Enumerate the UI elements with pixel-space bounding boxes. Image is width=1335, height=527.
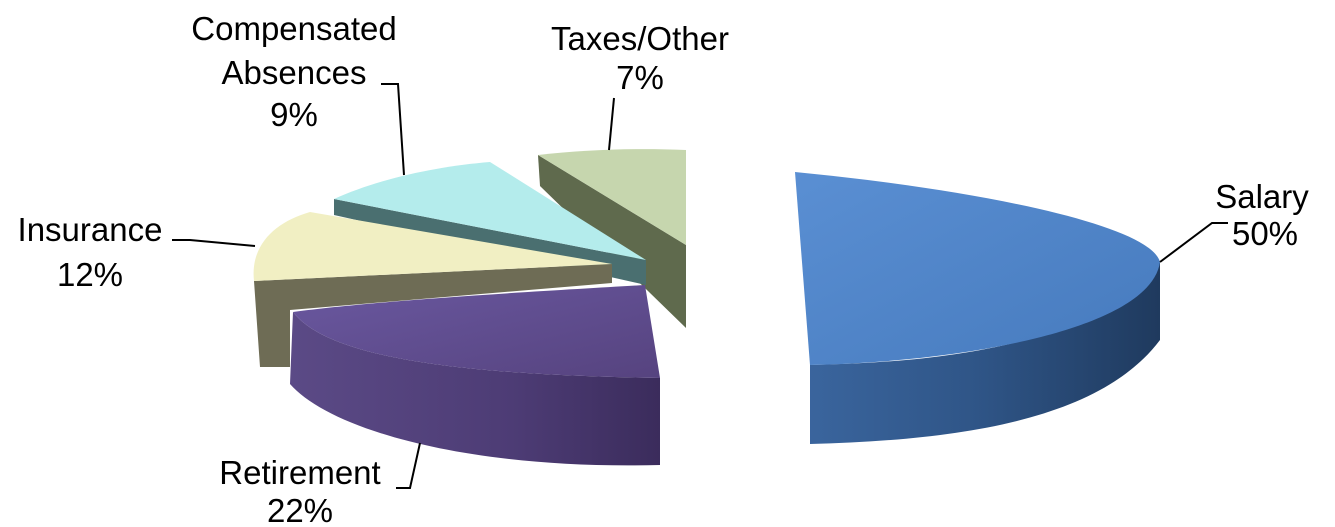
label-compensated-absences-line2: Absences	[222, 54, 367, 91]
label-salary: Salary	[1215, 178, 1309, 215]
leader-line-salary	[1159, 222, 1228, 263]
label-insurance: Insurance	[18, 211, 163, 248]
slice-insurance-top	[253, 212, 612, 281]
label-compensated-absences-line1: Compensated	[191, 10, 396, 47]
value-insurance: 12%	[57, 256, 123, 293]
slice-retirement	[290, 285, 660, 466]
value-retirement: 22%	[267, 492, 333, 527]
label-retirement: Retirement	[219, 454, 380, 491]
slice-retirement-top	[293, 285, 660, 378]
leader-line-insurance	[172, 239, 256, 247]
leader-line-taxes-other	[608, 97, 615, 151]
leader-line-compensated-absences	[381, 83, 405, 176]
slice-insurance-side	[254, 264, 612, 367]
slice-salary	[795, 172, 1160, 444]
slice-taxes-other-top	[538, 149, 686, 245]
slice-retirement-side	[290, 312, 660, 466]
label-taxes-other: Taxes/Other	[551, 20, 729, 57]
slice-salary-side	[795, 172, 1160, 444]
slice-insurance	[253, 212, 612, 367]
value-salary: 50%	[1232, 215, 1298, 252]
value-compensated-absences: 9%	[270, 96, 318, 133]
slice-compensated-absences-top	[334, 162, 646, 260]
slice-salary-top	[795, 172, 1160, 365]
leader-line-retirement	[396, 442, 421, 489]
value-taxes-other: 7%	[616, 59, 664, 96]
